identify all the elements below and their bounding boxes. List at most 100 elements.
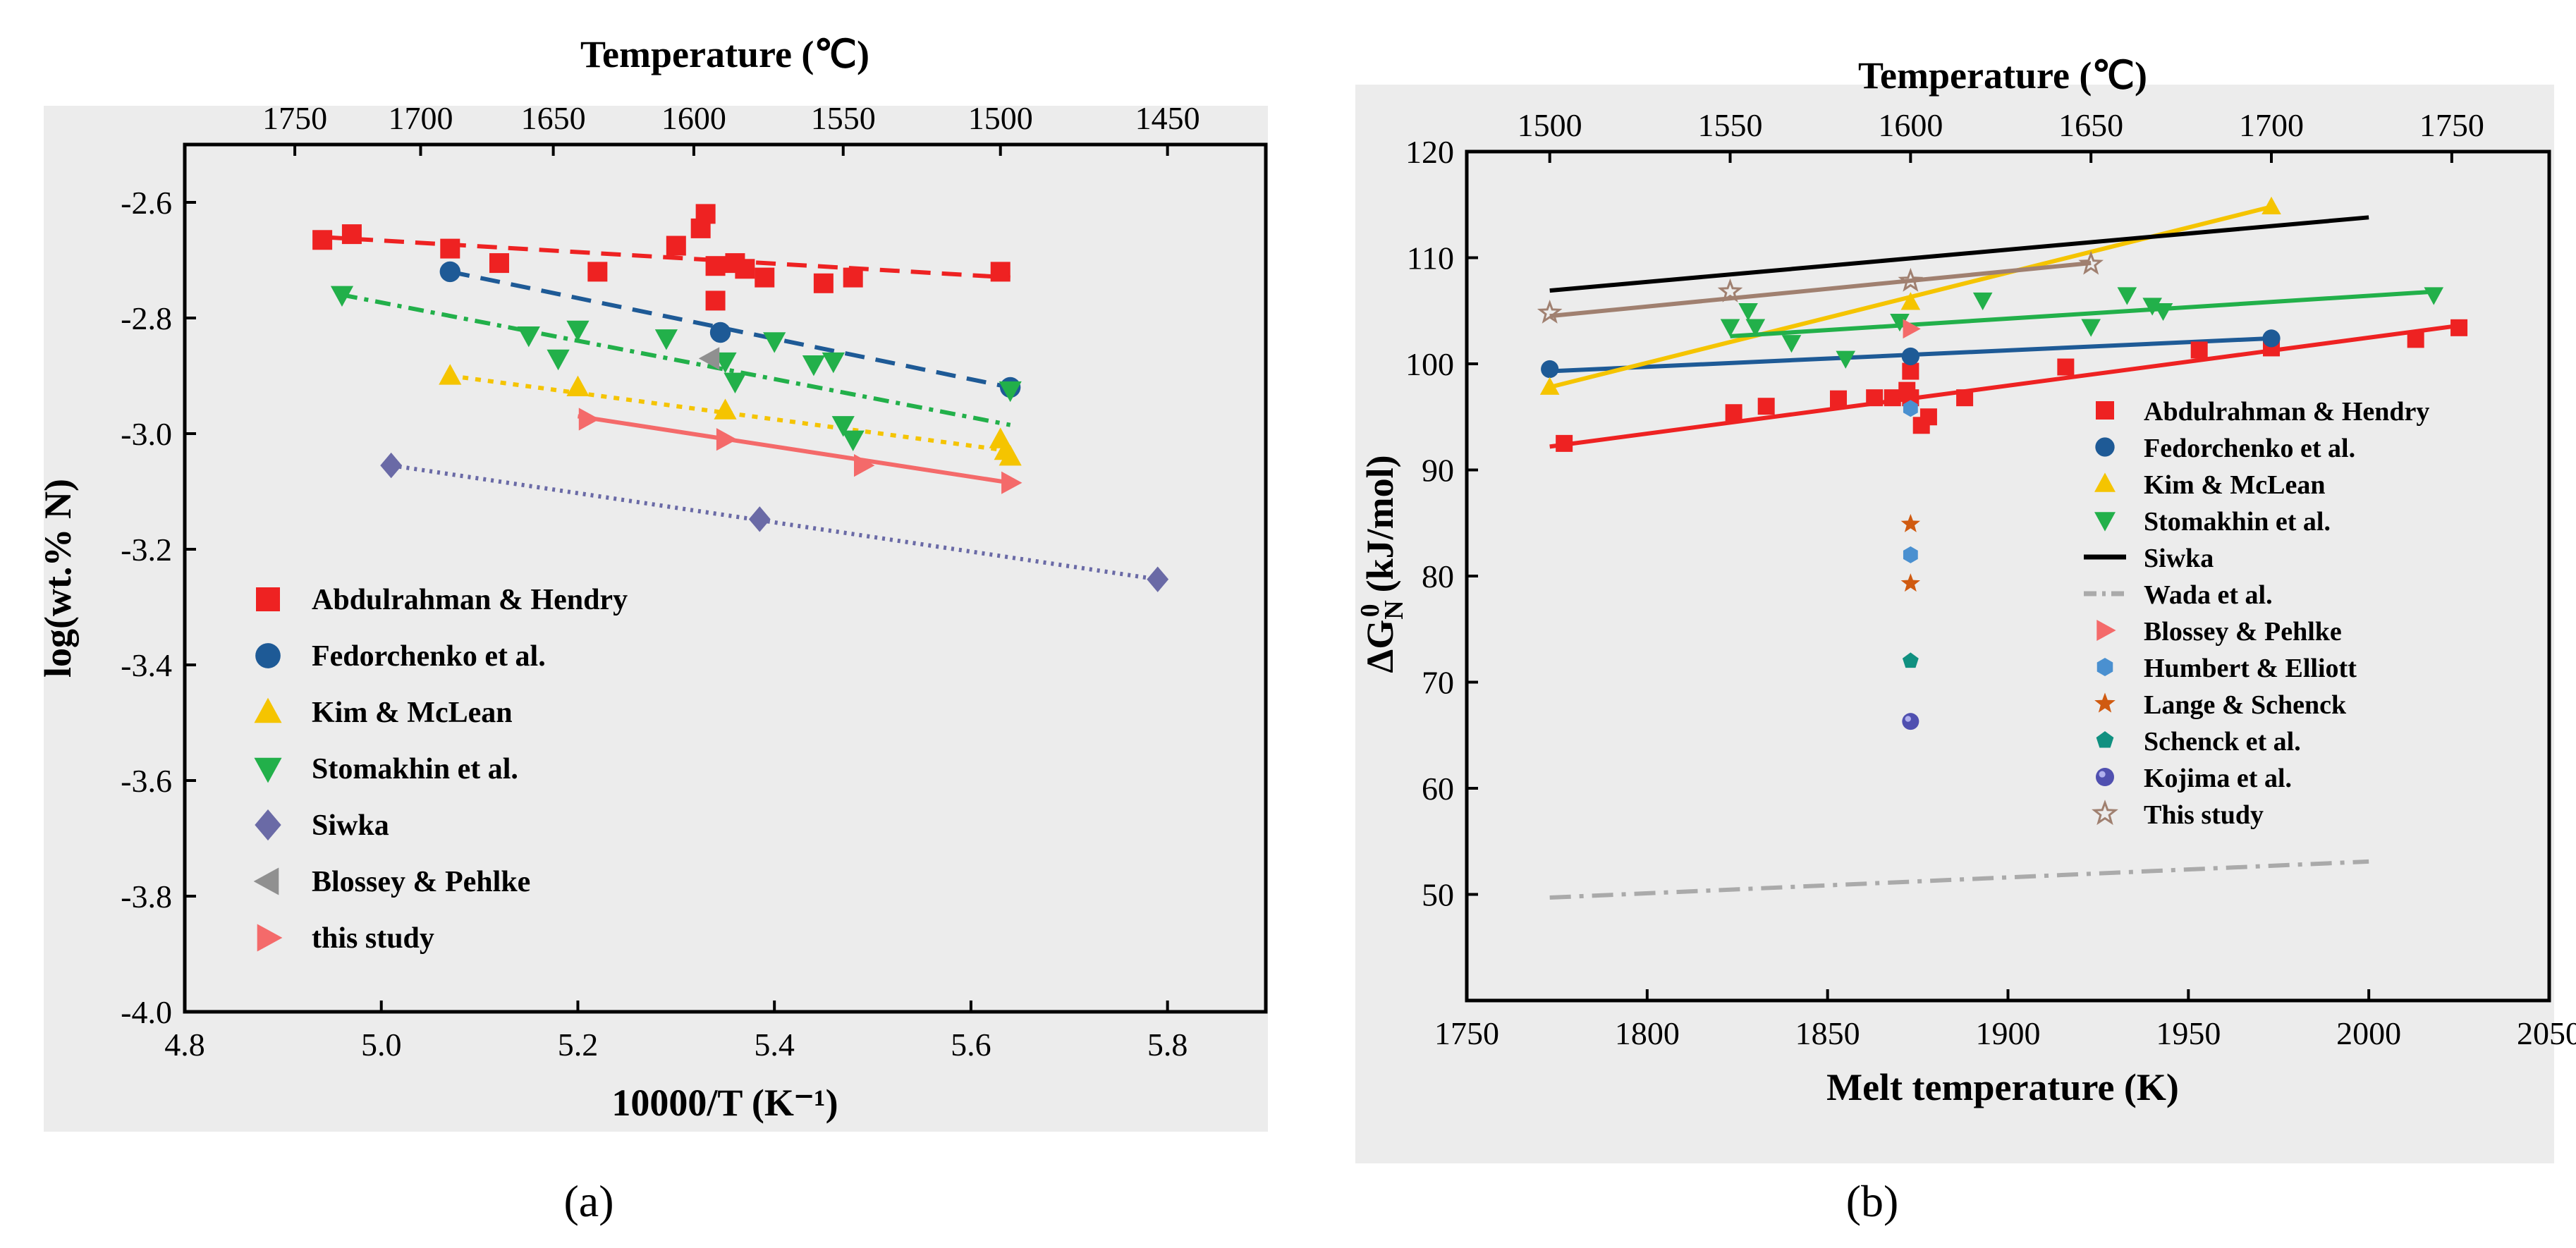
y-tick-label: 50 xyxy=(1422,877,1454,913)
panel-a: 4.8 5.0 5.2 5.4 5.6 5.8 -2.6-2.8-3.0-3.2-3.4-… xyxy=(37,33,1268,1226)
fit-line-siwka xyxy=(1549,215,2369,293)
point-fedorchenko-et-al xyxy=(2262,329,2281,348)
y-title-subscript: N xyxy=(1379,600,1409,619)
legend-label-fedorchenko-et-al: Fedorchenko et al. xyxy=(312,640,546,673)
point-stomakhin-et-al xyxy=(2117,287,2137,305)
panel-a-x-axis-title: 10000/T (K⁻¹) xyxy=(611,1082,838,1124)
legend-label-lange-schenck: Lange & Schenck xyxy=(2144,690,2347,720)
y-tick-label: 80 xyxy=(1422,558,1454,594)
fit-line-wada-et-al xyxy=(1549,859,2369,900)
legend-marker-lange-schenck xyxy=(2094,692,2116,713)
point-abdulrahman-hendry xyxy=(341,224,362,245)
x-tick-label: 1850 xyxy=(1795,1015,1860,1051)
point-abdulrahman-hendry xyxy=(1884,389,1901,407)
x-tick-label: 5.4 xyxy=(754,1027,795,1063)
top-tick-label: 1500 xyxy=(968,100,1033,136)
point-abdulrahman-hendry xyxy=(666,235,686,256)
legend-marker-blossey-pehlke xyxy=(253,867,279,895)
point-stomakhin-et-al xyxy=(547,349,570,371)
point-kim-mclean xyxy=(714,398,737,420)
point-abdulrahman-hendry xyxy=(705,290,726,311)
legend-label-blossey-pehlke: Blossey & Pehlke xyxy=(312,866,530,898)
x-tick-label: 1750 xyxy=(1434,1015,1499,1051)
point-abdulrahman-hendry xyxy=(440,238,460,259)
panel-a-y-axis-title: log(wt.% N) xyxy=(37,479,79,678)
legend-label-this-study: this study xyxy=(312,922,434,955)
top-tick-label: 1450 xyxy=(1135,100,1200,136)
y-tick-label: -3.8 xyxy=(121,879,172,914)
panel-b-data-points xyxy=(1537,196,2468,730)
point-kim-mclean xyxy=(566,375,590,396)
fit-line-siwka xyxy=(391,463,1159,582)
point-stomakhin-et-al xyxy=(2153,302,2173,322)
panel-a-background xyxy=(44,106,1268,1132)
top-tick-label: 1750 xyxy=(262,100,327,136)
legend-label-kojima-et-al: Kojima et al. xyxy=(2144,764,2292,793)
legend-marker-humbert-elliott xyxy=(2096,658,2113,676)
point-abdulrahman-hendry xyxy=(735,259,755,279)
point-stomakhin-et-al xyxy=(714,352,737,374)
y-tick-label: 100 xyxy=(1405,346,1454,382)
fit-line-stomakhin-et-al xyxy=(341,293,1011,427)
top-tick-label: 1650 xyxy=(521,100,586,136)
point-blossey-pehlke xyxy=(1903,319,1921,339)
panel-a-legend: Abdulrahman & Hendry Fedorchenko et al. Ki… xyxy=(253,584,628,955)
point-this-study xyxy=(1898,267,1924,292)
legend-marker-kojima-et-al xyxy=(2096,768,2114,786)
legend-marker-this-study xyxy=(257,924,283,952)
legend-marker-schenck-et-al xyxy=(2096,731,2114,748)
point-stomakhin-et-al xyxy=(1738,302,1758,322)
legend-marker-blossey-pehlke xyxy=(2096,620,2116,641)
point-fedorchenko-et-al xyxy=(1901,347,1919,366)
point-stomakhin-et-al xyxy=(1781,335,1802,353)
panel-b-top-axis-title: Temperature (℃) xyxy=(1858,54,2147,97)
point-stomakhin-et-al xyxy=(330,286,354,307)
panel-b-top-ticks: 1500 1550 1600 1650 1700 1750 xyxy=(1518,107,2484,163)
point-siwka xyxy=(748,506,771,532)
fit-line-this-study xyxy=(1549,261,2092,319)
point-lange-schenck xyxy=(1900,513,1921,532)
point-abdulrahman-hendry xyxy=(1830,390,1848,408)
point-this-study xyxy=(2078,250,2104,275)
point-stomakhin-et-al xyxy=(1720,319,1740,337)
panel-b-y-axis-title: ΔGN0 (kJ/mol) xyxy=(1355,455,1409,673)
legend-marker-fedorchenko-et-al xyxy=(255,643,281,668)
point-stomakhin-et-al xyxy=(822,352,845,374)
legend-marker-abdulrahman-hendry xyxy=(2096,401,2114,420)
point-this-study xyxy=(854,454,875,477)
top-tick-label: 1700 xyxy=(388,100,453,136)
point-stomakhin-et-al xyxy=(517,326,540,348)
legend-marker-kim-mclean xyxy=(254,697,282,723)
y-title-unit: (kJ/mol) xyxy=(1359,455,1401,592)
point-kojima-et-al xyxy=(1902,713,1919,730)
y-tick-label: -2.6 xyxy=(121,185,172,221)
point-abdulrahman-hendry xyxy=(312,230,333,250)
x-tick-label: 4.8 xyxy=(164,1027,205,1063)
legend-label-stomakhin-et-al: Stomakhin et al. xyxy=(2144,507,2331,537)
legend-marker-kojima-et-al-highlight xyxy=(2099,771,2106,778)
x-tick-label: 5.2 xyxy=(558,1027,599,1063)
legend-marker-stomakhin-et-al xyxy=(254,757,282,783)
point-kojima-et-al-highlight xyxy=(1905,716,1911,722)
point-stomakhin-et-al xyxy=(1836,350,1856,369)
point-stomakhin-et-al xyxy=(841,430,865,451)
legend-label-abdulrahman-hendry: Abdulrahman & Hendry xyxy=(312,584,628,616)
fit-line-this-study xyxy=(577,414,1011,485)
legend-label-kim-mclean: Kim & McLean xyxy=(312,697,513,729)
point-stomakhin-et-al xyxy=(1745,319,1766,337)
point-stomakhin-et-al xyxy=(2142,298,2162,316)
point-fedorchenko-et-al xyxy=(709,322,731,343)
point-this-study xyxy=(578,408,600,431)
legend-label-kim-mclean: Kim & McLean xyxy=(2144,470,2326,500)
legend-label-abdulrahman-hendry: Abdulrahman & Hendry xyxy=(2144,397,2429,427)
legend-marker-fedorchenko-et-al xyxy=(2095,437,2115,457)
point-abdulrahman-hendry xyxy=(695,204,716,224)
y-tick-label: 60 xyxy=(1422,771,1454,807)
y-tick-label: 90 xyxy=(1422,453,1454,489)
x-tick-label: 5.6 xyxy=(951,1027,991,1063)
point-fedorchenko-et-al xyxy=(1541,360,1559,379)
panel-a-frame xyxy=(183,142,1268,1014)
y-tick-label: 110 xyxy=(1407,240,1454,276)
point-this-study xyxy=(716,428,738,451)
legend-marker-abdulrahman-hendry xyxy=(256,587,280,611)
